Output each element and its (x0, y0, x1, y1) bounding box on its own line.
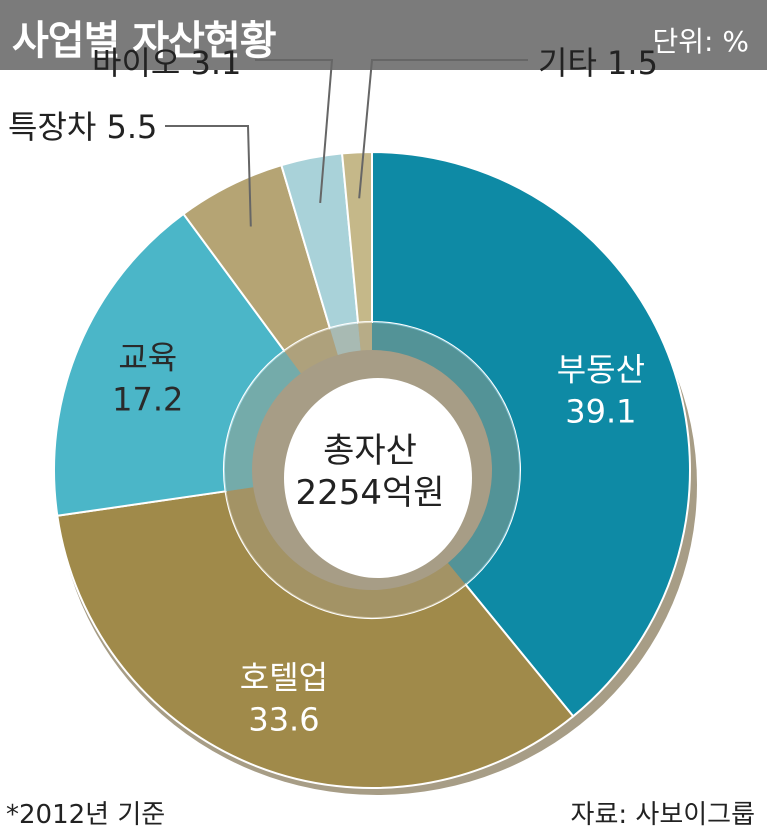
source-label: 자료: 사보이그룹 (570, 800, 755, 830)
center-label-amount: 2254억원 (295, 473, 444, 513)
center-label-total: 총자산 (323, 431, 417, 471)
callout-line-특장차 (165, 125, 252, 227)
slice-inner-특장차 (284, 328, 338, 374)
slice-label-value-교육: 17.2 (112, 380, 183, 418)
slice-label-name-호텔업: 호텔업 (240, 658, 328, 696)
chart-title: 사업별 자산현황 (12, 18, 277, 64)
callout-line-바이오 (255, 59, 334, 204)
callout-label-특장차: 특장차 5.5 (8, 108, 157, 146)
slice-inner-부동산 (372, 322, 521, 585)
slice-inner-바이오 (329, 322, 361, 355)
donut-chart: 총자산 2254억원 부동산 39.1 호텔업 33.6 교육 17.2 특장차 5.5 바이… (8, 44, 697, 795)
slice-inner-기타 (358, 322, 372, 351)
slice-labels: 부동산 39.1 호텔업 33.6 교육 17.2 특장차 5.5 바이오 3.1 기타 1.5 (8, 44, 658, 738)
donut-slices (53, 150, 691, 789)
slice-inner-호텔업 (225, 487, 466, 619)
donut-hole (284, 378, 472, 578)
slice-label-name-교육: 교육 (118, 338, 177, 376)
footnote: *2012년 기준 (6, 800, 166, 830)
unit-label: 단위: % (652, 25, 749, 58)
slice-label-value-부동산: 39.1 (565, 392, 636, 430)
title-bar: 사업별 자산현황 단위: % (0, 0, 767, 70)
callout-label-기타: 기타 1.5 (538, 44, 658, 82)
callout-line-기타 (358, 59, 528, 199)
slice-inner-교육 (224, 350, 301, 492)
slice-label-value-호텔업: 33.6 (248, 700, 319, 738)
callout-label-바이오: 바이오 3.1 (92, 44, 241, 82)
slice-label-name-부동산: 부동산 (557, 350, 645, 388)
